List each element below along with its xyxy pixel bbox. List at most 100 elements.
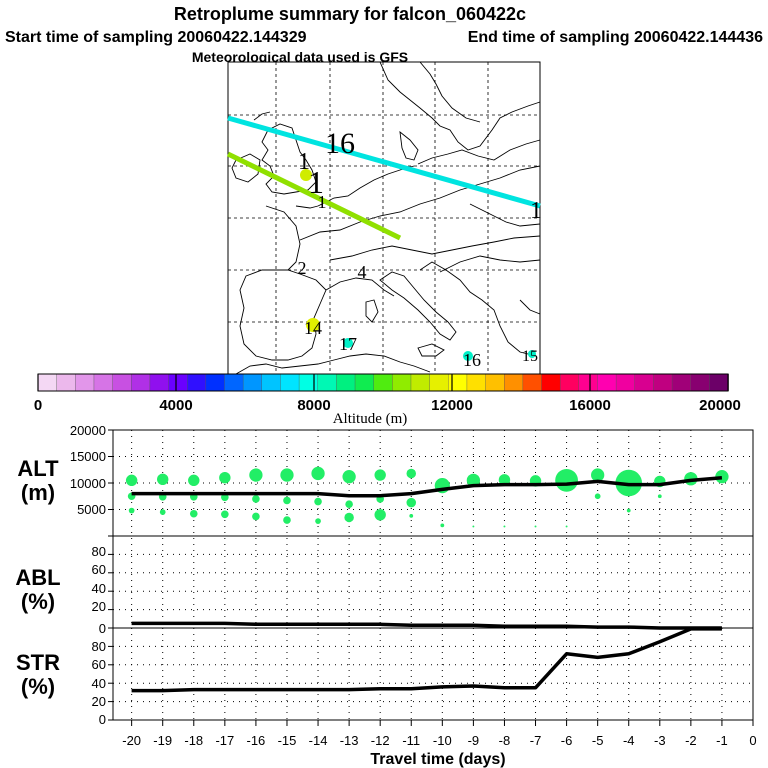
colorbar-swatch [224,373,244,392]
altitude-bubble [315,518,321,525]
series-lines [131,475,723,693]
map-label: 17 [339,334,357,354]
map-label: 15 [522,348,538,365]
altitude-bubble [440,523,445,528]
str-series-line [131,627,722,693]
x-tick-label: -2 [685,733,697,748]
figure-title: Retroplume summary for falcon_060422c [174,4,526,24]
altitude-bubble [283,496,291,505]
plume-marker [300,169,312,181]
colorbar-tick-label: 20000 [699,397,741,414]
altitude-bubble [128,507,135,514]
colorbar-tick-label: 16000 [569,397,611,414]
abl-ytick-label: 20 [92,599,106,614]
altitude-bubble [409,513,414,518]
str-ytick-label: 60 [92,657,106,672]
map-panel: 16 1 1 1 1 2 4 14 17 16 15 [226,61,542,375]
colorbar-swatch [298,373,319,392]
colorbar-swatch [578,373,599,392]
start-time-label: Start time of sampling 20060422.144329 [5,29,307,46]
colorbar-swatch [429,373,450,392]
alt-ytick-label: 5000 [77,502,106,517]
x-tick-label: -6 [561,733,573,748]
altitude-bubble [219,472,231,484]
plume-marker [528,350,536,358]
alt-ytick-label: 10000 [70,476,106,491]
x-tick-label: -4 [623,733,635,748]
colorbar-swatch [131,373,151,392]
colorbar-swatch [75,373,95,392]
altitude-bubble [252,512,260,521]
altitude-bubble [534,525,537,528]
x-axis-ticks: -20 -19 -18 -17 -16 -15 -14 -13 -12 -11 -10 -9 -8 -7-… [122,720,757,748]
altitude-bubble [657,494,662,499]
plume-trace-green [226,151,402,241]
altitude-bubble [555,468,578,492]
x-tick-label: -17 [215,733,234,748]
colorbar-swatch [392,373,412,392]
abl-panel-label: ABL [15,565,60,590]
x-axis-label: Travel time (days) [370,751,505,768]
colorbar-swatch [541,373,561,392]
x-tick-label: -10 [433,733,452,748]
colorbar [37,373,729,392]
str-ytick-label: 0 [99,712,106,727]
altitude-bubble [472,525,475,528]
str-ytick-label: 80 [92,639,106,654]
x-tick-label: -15 [278,733,297,748]
map-label: 1 [298,149,310,175]
map-label: 1 [308,164,324,200]
colorbar-swatch [186,373,207,392]
colorbar-swatch [280,373,300,392]
altitude-bubble [249,468,263,482]
altitude-bubble [406,497,417,508]
colorbar-swatch [522,373,543,392]
colorbar-swatch [354,373,375,392]
altitude-bubble [345,500,353,509]
colorbar-swatch [261,373,282,392]
colorbar-swatch [93,373,114,392]
altitude-bubble [221,510,229,519]
str-panel-unit: (%) [21,674,55,699]
colorbar-axis-label: Altitude (m) [333,411,408,427]
colorbar-swatch [336,373,356,392]
map-label: 14 [304,318,322,338]
colorbar-swatch [709,373,729,392]
map-gridlines [228,62,540,374]
colorbar-swatch [112,373,133,392]
map-coastlines [231,61,541,375]
colorbar-swatch [373,373,394,392]
map-label: 4 [358,262,367,282]
colorbar-frame [37,373,729,392]
x-tick-label: -20 [122,733,141,748]
altitude-bubble [283,516,291,524]
colorbar-swatch [56,373,77,392]
altitude-bubbles [125,466,729,528]
plot-gridlines [108,429,753,721]
altitude-bubble [466,473,481,487]
altitude-bubble [626,508,631,513]
colorbar-swatch [410,373,431,392]
map-label: 16 [325,127,355,160]
plume-trace-cyan [227,115,541,209]
colorbar-swatch [634,373,655,392]
colorbar-tick-label: 0 [34,397,42,414]
colorbar-tick-label: 12000 [431,397,473,414]
map-label: 2 [298,258,307,278]
x-tick-label: -18 [184,733,203,748]
x-tick-label: 0 [749,733,756,748]
str-panel-label: STR [16,650,60,675]
x-tick-label: -16 [247,733,266,748]
colorbar-swatch [168,373,188,392]
altitude-bubble [374,509,386,521]
colorbar-swatch [205,373,226,392]
altitude-bubble [374,469,386,481]
abl-series-line [131,621,722,630]
abl-panel-unit: (%) [21,589,55,614]
str-ytick-label: 40 [92,676,106,691]
colorbar-swatch [37,373,58,392]
colorbar-swatch [317,373,338,392]
map-label: 16 [463,350,481,370]
met-data-label: Meteorological data used is GFS [192,49,408,65]
